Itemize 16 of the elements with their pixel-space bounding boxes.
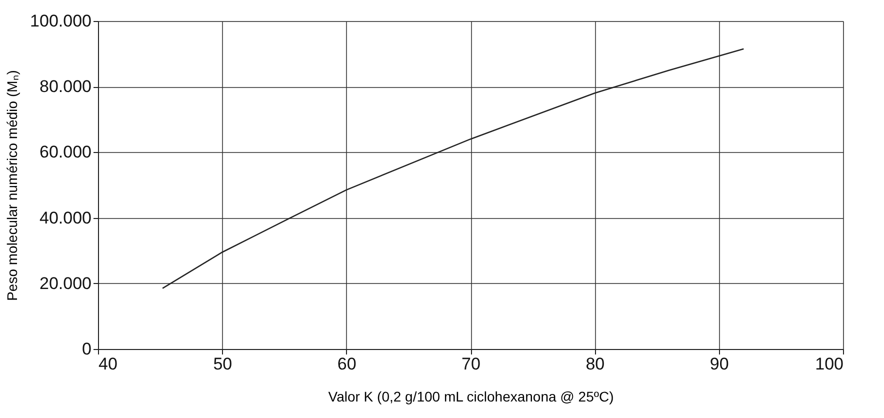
y-tick-label: 80.000	[40, 77, 92, 96]
x-tick-label: 70	[462, 354, 480, 374]
y-tick-label: 20.000	[40, 274, 92, 293]
x-tick-label: 100	[815, 354, 844, 374]
x-tick-label: 50	[213, 354, 232, 374]
x-axis-title: Valor K (0,2 g/100 mL ciclohexanona @ 25ºC)	[328, 388, 614, 404]
x-tick-label: 80	[586, 354, 605, 374]
x-tick-label: 60	[337, 354, 356, 374]
y-tick-label: 0	[82, 340, 92, 358]
x-tick-label: 90	[710, 354, 729, 374]
line-series	[162, 48, 744, 289]
y-tick-label: 60.000	[40, 142, 92, 162]
y-tick-label: 100.000	[30, 12, 92, 30]
y-tick-label: 40.000	[40, 208, 92, 228]
x-tick-label: 40	[98, 354, 118, 374]
y-axis-title: Peso molecular numérico médio (Mₙ)	[4, 70, 20, 301]
